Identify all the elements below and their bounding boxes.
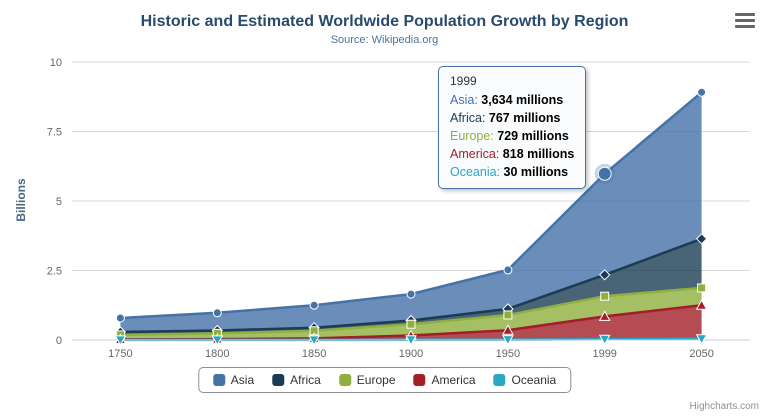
y-axis-label: 0 (56, 335, 62, 347)
legend: Asia Africa Europe America Oceania (197, 367, 572, 393)
america-legend-swatch (413, 374, 426, 386)
africa-legend-swatch (272, 374, 285, 386)
tooltip-row-asia: Asia: 3,634 millions (450, 93, 564, 107)
oceania-marker[interactable] (598, 334, 611, 346)
x-axis-label: 2050 (689, 348, 713, 360)
europe-legend-swatch (338, 374, 351, 386)
x-axis-label: 1950 (496, 348, 520, 360)
credits-link[interactable]: Highcharts.com (689, 401, 759, 412)
oceania-marker[interactable] (695, 334, 708, 345)
tooltip-header: 1999 (450, 74, 477, 88)
europe-marker[interactable] (600, 291, 610, 301)
legend-item-europe[interactable]: Europe (338, 373, 396, 387)
legend-label: Oceania (511, 373, 557, 387)
oceania-marker[interactable] (114, 335, 127, 346)
africa-marker[interactable] (598, 269, 611, 281)
asia-marker[interactable] (503, 265, 513, 275)
hovered-point[interactable] (597, 166, 612, 181)
asia-marker[interactable] (406, 289, 416, 299)
oceania-marker[interactable] (308, 335, 320, 346)
tooltip-row-africa: Africa: 767 millions (450, 111, 561, 125)
legend-item-oceania[interactable]: Oceania (493, 373, 557, 387)
america-marker[interactable] (695, 299, 708, 310)
asia-marker[interactable] (115, 313, 125, 323)
america-marker[interactable] (598, 310, 611, 321)
tooltip-row-america: America: 818 millions (450, 147, 575, 161)
x-axis-label: 1750 (108, 348, 132, 360)
oceania-marker[interactable] (502, 335, 514, 346)
oceania-marker[interactable] (211, 335, 224, 346)
tooltip: 1999 Asia: 3,634 millions Africa: 767 mil… (438, 66, 587, 189)
hamburger-bar (735, 19, 755, 22)
asia-marker[interactable] (309, 300, 319, 310)
tooltip-row-europe: Europe: 729 millions (450, 129, 569, 143)
chart-subtitle: Source: Wikipedia.org (330, 34, 439, 46)
y-axis-title: Billions (14, 178, 28, 222)
tooltip-row-oceania: Oceania: 30 millions (450, 165, 569, 179)
x-axis-label: 1900 (399, 348, 423, 360)
chart-title: Historic and Estimated Worldwide Populat… (140, 13, 629, 30)
x-axis-label: 1850 (302, 348, 326, 360)
africa-marker[interactable] (695, 233, 708, 245)
europe-marker[interactable] (503, 310, 513, 320)
oceania-legend-swatch (493, 374, 506, 386)
tooltip-rows: Asia: 3,634 millions Africa: 767 millions… (450, 91, 574, 181)
america-marker[interactable] (502, 324, 514, 335)
x-axis-label: 1999 (592, 348, 616, 360)
europe-marker[interactable] (406, 319, 416, 329)
y-axis-label: 7.5 (47, 127, 62, 139)
legend-label: Africa (290, 373, 321, 387)
legend-label: America (431, 373, 476, 387)
y-axis-label: 2.5 (47, 266, 62, 278)
area-america[interactable] (120, 305, 702, 340)
legend-label: Europe (356, 373, 396, 387)
hamburger-bar (735, 25, 755, 28)
legend-label: Asia (230, 373, 255, 387)
legend-item-africa[interactable]: Africa (272, 373, 321, 387)
legend-item-asia[interactable]: Asia (212, 373, 255, 387)
hamburger-bar (735, 13, 755, 16)
asia-marker[interactable] (212, 308, 222, 318)
oceania-marker[interactable] (405, 335, 417, 346)
asia-marker[interactable] (697, 87, 707, 97)
legend-item-america[interactable]: America (413, 373, 476, 387)
area-africa[interactable] (120, 238, 702, 335)
asia-legend-swatch (212, 374, 225, 386)
europe-marker[interactable] (697, 283, 707, 293)
y-axis-label: 10 (50, 57, 62, 69)
y-axis-label: 5 (56, 196, 62, 208)
x-axis-label: 1800 (205, 348, 229, 360)
hamburger-icon (735, 13, 755, 28)
area-asia[interactable] (120, 92, 702, 332)
context-menu-button[interactable] (735, 13, 755, 28)
